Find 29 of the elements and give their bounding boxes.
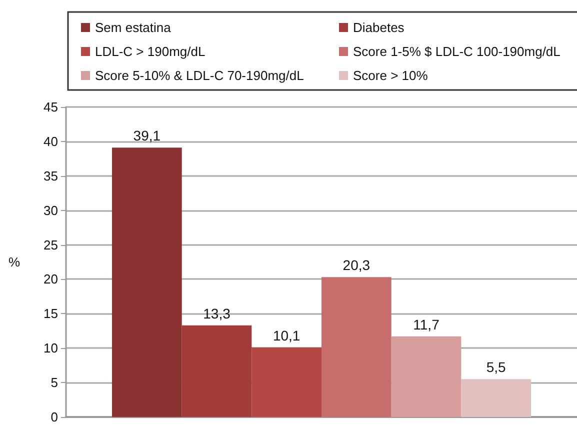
y-tick-label: 35 [44,168,58,184]
y-tick-label: 30 [44,202,58,218]
data-label: 20,3 [342,257,370,274]
bar [391,336,462,417]
data-label: 11,7 [413,316,440,332]
legend-label: Score > 10% [353,68,428,83]
data-label: 10,1 [272,327,300,344]
data-label: 39,1 [133,128,161,144]
y-tick-label: 0 [50,410,58,424]
bar [252,347,322,417]
data-label: 13,3 [203,305,231,322]
legend-label: Sem estatina [95,20,172,35]
y-tick-label: 40 [44,134,58,149]
legend-label: Diabetes [353,20,405,35]
y-tick-label: 20 [44,272,58,287]
bar [112,148,182,417]
y-tick-label: 45 [44,100,58,114]
legend-label: LDL-C > 190mg/dL [95,44,206,59]
y-axis-title: % [8,254,20,270]
legend-label: Score 5-10% & LDL-C 70-190mg/dL [95,68,304,83]
y-tick-label: 15 [44,306,58,322]
y-tick-label: 10 [44,340,58,356]
y-tick-label: 5 [50,375,58,390]
bar [322,277,392,417]
data-label: 5,5 [486,359,506,376]
legend-label: Score 1-5% $ LDL-C 100-190mg/dL [353,44,560,59]
bar [182,325,252,417]
bar [461,379,532,417]
y-tick-label: 25 [44,237,58,252]
